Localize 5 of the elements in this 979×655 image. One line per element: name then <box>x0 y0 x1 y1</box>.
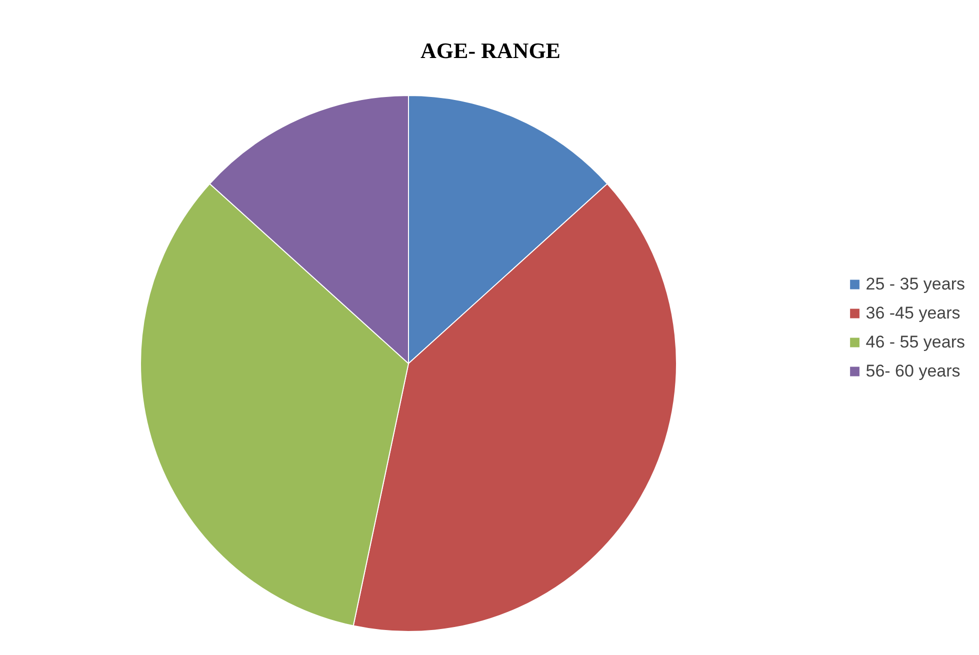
chart-title: AGE- RANGE <box>420 38 560 63</box>
legend-label: 36 -45 years <box>866 303 960 323</box>
legend-label: 46 - 55 years <box>866 332 965 352</box>
legend-label: 56- 60 years <box>866 361 960 381</box>
legend-label: 25 - 35 years <box>866 274 965 294</box>
